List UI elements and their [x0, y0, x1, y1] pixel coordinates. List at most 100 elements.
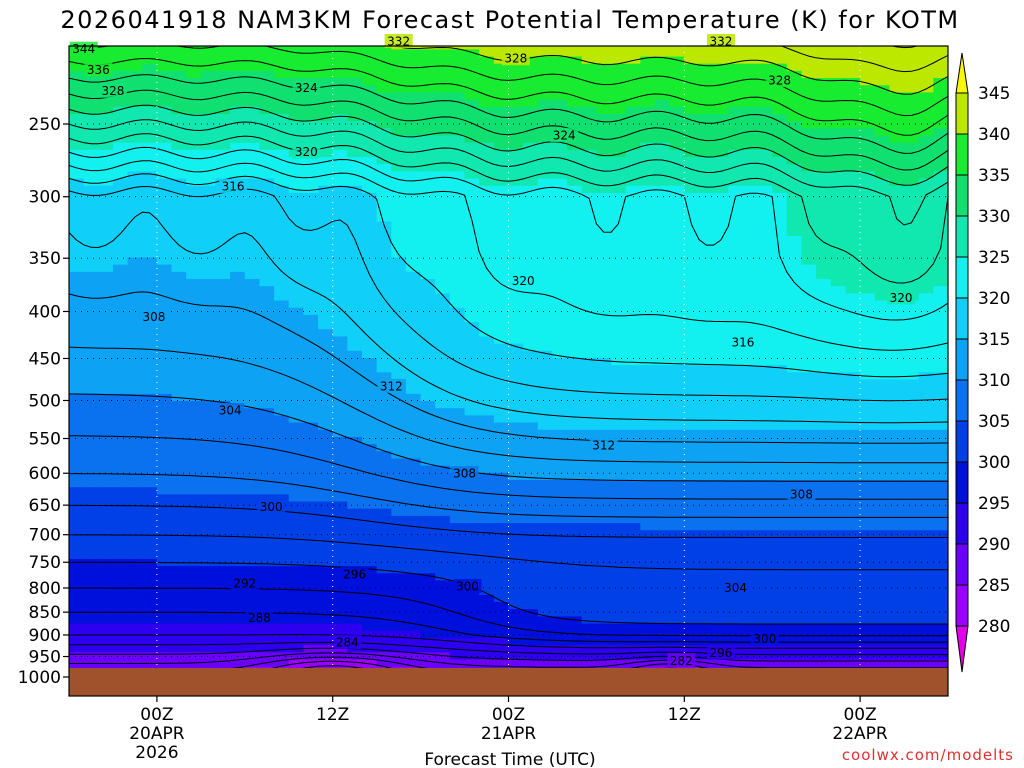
- field-cell: [98, 494, 114, 503]
- field-cell: [669, 264, 685, 273]
- field-cell: [698, 149, 715, 158]
- field-cell: [581, 573, 597, 582]
- field-cell: [713, 487, 729, 495]
- field-cell: [98, 113, 114, 122]
- field-cell: [274, 149, 290, 158]
- field-cell: [537, 78, 554, 86]
- field-cell: [698, 523, 715, 531]
- field-cell: [288, 250, 304, 259]
- field-cell: [757, 264, 773, 273]
- field-cell: [640, 501, 656, 510]
- field-cell: [288, 164, 304, 172]
- field-cell: [288, 171, 304, 180]
- field-cell: [405, 228, 422, 237]
- field-cell: [274, 46, 290, 50]
- field-cell: [215, 329, 231, 338]
- field-cell: [830, 580, 847, 589]
- field-cell: [142, 250, 158, 259]
- field-cell: [142, 594, 158, 603]
- field-cell: [567, 465, 583, 474]
- field-cell: [523, 329, 539, 338]
- field-cell: [83, 393, 99, 402]
- field-cell: [757, 85, 773, 94]
- field-cell: [611, 401, 627, 409]
- field-cell: [391, 544, 407, 553]
- field-cell: [713, 200, 729, 208]
- field-cell: [69, 99, 85, 108]
- field-cell: [98, 322, 114, 330]
- field-cell: [786, 63, 803, 72]
- field-cell: [230, 99, 246, 108]
- field-cell: [801, 551, 817, 560]
- field-cell: [464, 128, 480, 137]
- field-cell: [493, 128, 510, 137]
- field-cell: [801, 343, 817, 352]
- field-cell: [625, 235, 641, 244]
- field-cell: [347, 185, 363, 194]
- field-cell: [127, 279, 143, 287]
- field-cell: [493, 49, 510, 58]
- field-cell: [801, 70, 817, 79]
- field-cell: [156, 472, 173, 481]
- field-cell: [318, 322, 334, 330]
- field-cell: [230, 336, 246, 345]
- field-cell: [640, 250, 656, 259]
- field-cell: [347, 616, 363, 625]
- field-cell: [435, 393, 451, 402]
- field-cell: [362, 465, 378, 474]
- field-cell: [552, 573, 568, 582]
- field-cell: [523, 523, 539, 531]
- field-cell: [318, 250, 334, 259]
- field-cell: [318, 121, 334, 129]
- field-cell: [845, 293, 861, 302]
- field-cell: [581, 566, 597, 574]
- field-cell: [69, 458, 85, 467]
- field-cell: [230, 386, 246, 395]
- field-cell: [552, 415, 568, 424]
- field-cell: [303, 350, 319, 359]
- field-cell: [698, 609, 715, 617]
- field-cell: [655, 350, 671, 359]
- field-cell: [684, 314, 700, 323]
- field-cell: [860, 379, 876, 388]
- field-cell: [362, 472, 378, 481]
- field-cell: [127, 200, 143, 208]
- field-cell: [420, 92, 436, 101]
- field-cell: [581, 46, 597, 50]
- field-cell: [244, 78, 261, 86]
- field-cell: [303, 429, 319, 438]
- field-cell: [391, 200, 407, 208]
- field-cell: [391, 645, 407, 653]
- field-cell: [743, 35, 758, 43]
- field-cell: [83, 271, 99, 280]
- field-cell: [98, 257, 114, 266]
- field-cell: [830, 472, 847, 481]
- field-cell: [581, 537, 597, 546]
- field-cell: [479, 257, 495, 266]
- field-cell: [156, 515, 173, 524]
- field-cell: [655, 157, 671, 165]
- field-cell: [391, 523, 407, 531]
- field-cell: [845, 78, 861, 86]
- field-cell: [391, 300, 407, 309]
- field-cell: [405, 200, 422, 208]
- field-cell: [567, 49, 583, 58]
- field-cell: [537, 293, 554, 302]
- field-cell: [449, 250, 466, 259]
- field-cell: [772, 113, 788, 122]
- field-cell: [625, 200, 641, 208]
- field-cell: [200, 200, 217, 208]
- field-cell: [845, 415, 861, 424]
- field-cell: [98, 537, 114, 546]
- field-cell: [200, 587, 217, 596]
- field-cell: [376, 178, 392, 187]
- field-cell: [127, 250, 143, 259]
- field-cell: [274, 436, 290, 445]
- field-cell: [655, 623, 671, 632]
- field-cell: [83, 444, 99, 452]
- field-cell: [171, 214, 187, 223]
- field-cell: [376, 580, 392, 589]
- field-cell: [435, 544, 451, 553]
- field-cell: [611, 300, 627, 309]
- field-cell: [376, 372, 392, 381]
